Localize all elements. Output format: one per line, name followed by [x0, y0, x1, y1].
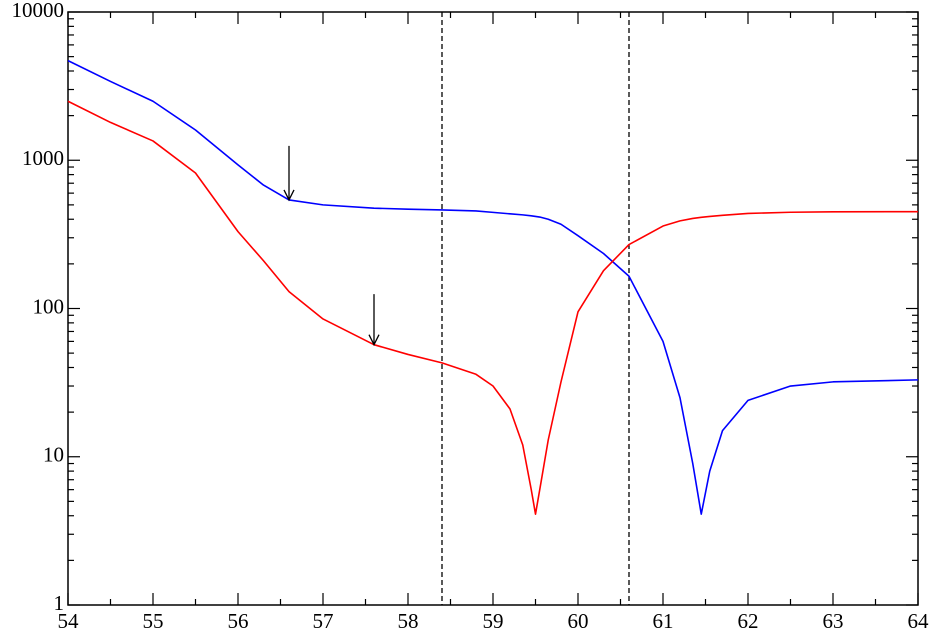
y-tick-label: 100: [33, 294, 65, 318]
x-tick-label: 63: [823, 609, 844, 633]
x-tick-label: 60: [568, 609, 589, 633]
x-tick-label: 55: [143, 609, 164, 633]
x-tick-label: 58: [398, 609, 419, 633]
x-tick-label: 61: [653, 609, 674, 633]
x-tick-label: 57: [313, 609, 334, 633]
plot-frame: [67, 11, 919, 606]
x-tick-label: 64: [908, 609, 930, 633]
y-tick-label: 10000: [12, 0, 65, 22]
y-tick-label: 10: [43, 443, 64, 467]
y-tick-label: 1000: [22, 146, 64, 170]
x-tick-label: 56: [228, 609, 249, 633]
data-line: [67, 59, 919, 515]
arrow-head: [283, 189, 295, 202]
y-tick-label: 1: [54, 591, 65, 615]
x-tick-label: 59: [483, 609, 504, 633]
arrow-head: [368, 334, 380, 347]
x-tick-label: 54: [58, 609, 80, 633]
x-tick-label: 62: [738, 609, 759, 633]
data-line: [67, 100, 919, 515]
